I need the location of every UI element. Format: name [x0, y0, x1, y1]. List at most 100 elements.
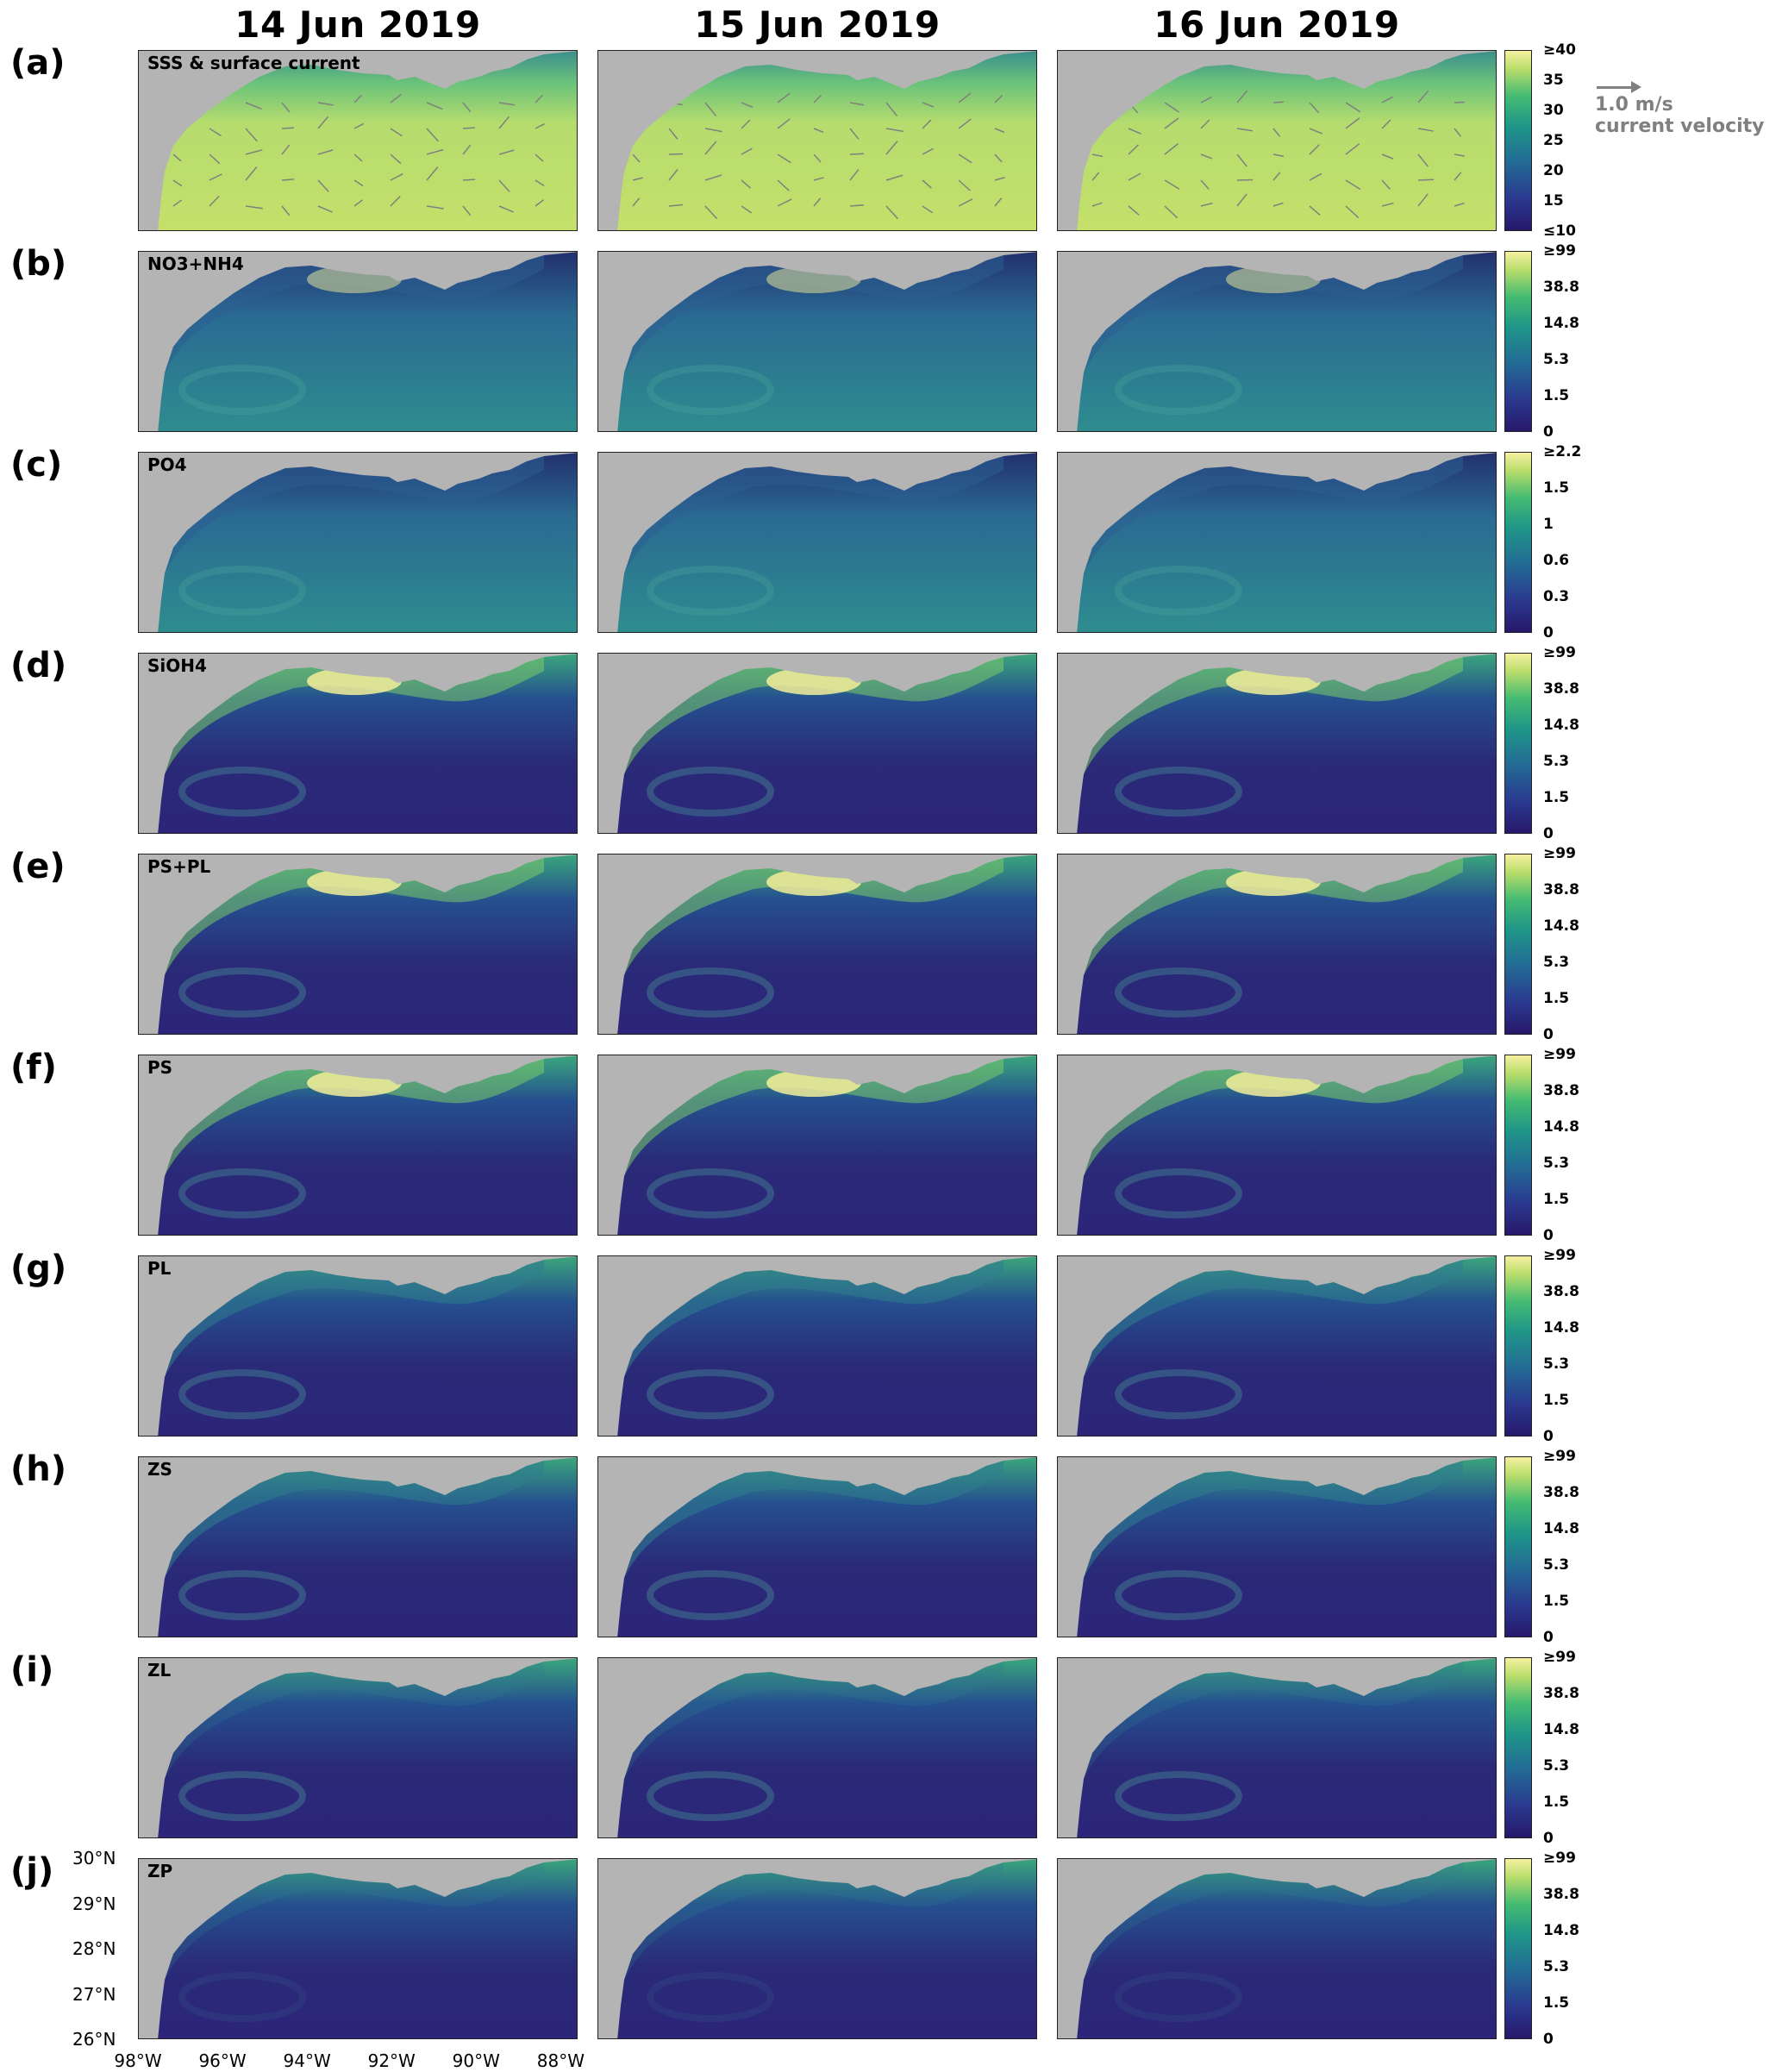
variable-label: ZS [147, 1459, 172, 1480]
eddy-swirl [178, 1570, 306, 1620]
current-arrow [922, 179, 933, 189]
current-arrow [353, 153, 363, 162]
current-arrow [1309, 172, 1322, 181]
current-arrow [245, 166, 258, 181]
current-arrow [1272, 202, 1284, 207]
latitude-tick: 28°N [72, 1938, 116, 1959]
current-arrow [1272, 101, 1285, 103]
colorbar-tick-label: 0 [1543, 1428, 1554, 1445]
column-title: 15 Jun 2019 [694, 3, 941, 46]
land-mask [139, 1457, 577, 1637]
map-panel [597, 1055, 1037, 1236]
land-mask [1058, 51, 1496, 230]
colorbar-tick-label: 1.5 [1543, 1392, 1570, 1409]
eddy-swirl [647, 967, 774, 1017]
current-arrow [498, 102, 515, 106]
colorbar-tick-label: 38.8 [1543, 680, 1579, 698]
current-arrow [741, 147, 753, 155]
current-arrow [813, 153, 822, 163]
map-field [598, 1658, 1036, 1837]
current-arrow [849, 128, 860, 140]
current-arrow [704, 102, 717, 117]
map-field [1058, 1055, 1496, 1235]
colorbar-tick-label: 5.3 [1543, 1155, 1570, 1172]
current-arrow [958, 118, 972, 129]
current-arrow [958, 92, 972, 103]
land-mask [598, 252, 1036, 431]
land-mask [1058, 1859, 1496, 2038]
current-arrow [1200, 202, 1213, 207]
current-arrow [535, 94, 543, 103]
panel-row-label: (b) [10, 244, 67, 284]
column-title: 14 Jun 2019 [234, 3, 481, 46]
map-field [1058, 51, 1496, 230]
variable-label: PO4 [147, 454, 187, 475]
colorbar [1504, 1858, 1532, 2039]
colorbar-tick-label: 0 [1543, 825, 1554, 842]
current-arrow [958, 153, 972, 164]
current-arrow [1200, 119, 1210, 129]
map-field [598, 854, 1036, 1034]
current-arrow [1236, 178, 1254, 181]
current-arrow [535, 153, 544, 162]
longitude-tick: 92°W [367, 2050, 416, 2071]
current-arrow [813, 197, 822, 207]
current-arrow [849, 169, 860, 181]
map-panel: PS [138, 1055, 578, 1236]
current-arrow [1164, 142, 1179, 155]
current-arrow [1309, 128, 1323, 135]
current-velocity-legend: 1.0 m/s current velocity [1595, 81, 1765, 137]
current-arrow [1164, 179, 1180, 191]
colorbar-tick-label: 5.3 [1543, 954, 1570, 971]
panel-row-label: (a) [10, 43, 66, 83]
current-arrow [390, 153, 402, 165]
colorbar-tick-label: 38.8 [1543, 1283, 1579, 1300]
current-arrow [813, 177, 824, 181]
current-arrow [1128, 172, 1141, 181]
colorbar-tick-label: 38.8 [1543, 279, 1579, 296]
colorbar-tick-label: 1.5 [1543, 479, 1570, 497]
current-arrow [849, 102, 864, 106]
map-panel: PL [138, 1255, 578, 1437]
colorbar-tick-label: 0 [1543, 1026, 1554, 1043]
current-arrow [1381, 96, 1393, 103]
land-mask [598, 654, 1036, 833]
colorbar-tick-label: 0.3 [1543, 588, 1570, 605]
colorbar [1504, 1055, 1532, 1236]
current-arrow [209, 173, 222, 181]
current-arrow [1272, 128, 1281, 137]
colorbar-tick-label: 14.8 [1543, 717, 1579, 734]
map-field [1058, 1457, 1496, 1637]
current-arrow [498, 179, 510, 192]
colorbar-tick-label: 0 [1543, 1830, 1554, 1847]
current-arrow [1417, 193, 1429, 207]
map-panel: ZP [138, 1858, 578, 2039]
current-arrow [535, 199, 544, 207]
eddy-swirl [178, 1972, 306, 2022]
eddy-swirl [1115, 1771, 1242, 1821]
panel-row-label: (e) [10, 847, 66, 886]
panel-row-label: (h) [10, 1449, 67, 1489]
current-arrow [426, 166, 439, 181]
map-panel [1057, 50, 1497, 231]
land-mask [598, 1859, 1036, 2038]
current-arrow [994, 95, 1004, 103]
current-arrow [1417, 178, 1435, 181]
variable-label: ZP [147, 1861, 173, 1881]
land-mask [1058, 1658, 1496, 1837]
map-field [1058, 654, 1496, 833]
land-mask [1058, 654, 1496, 833]
map-field [139, 1658, 577, 1837]
eddy-swirl [1115, 1972, 1242, 2022]
map-field [139, 1256, 577, 1436]
panel-row-label: (d) [10, 646, 67, 685]
current-arrow [704, 205, 718, 220]
current-arrow [498, 116, 510, 129]
current-arrow [317, 116, 329, 129]
colorbar-tick-label: ≥99 [1543, 1850, 1576, 1867]
current-arrow [281, 178, 295, 181]
colorbar-tick-label: ≥99 [1543, 1046, 1576, 1063]
current-arrow [1309, 102, 1320, 114]
map-field [598, 51, 1036, 230]
colorbar-tick-label: 14.8 [1543, 1118, 1579, 1136]
